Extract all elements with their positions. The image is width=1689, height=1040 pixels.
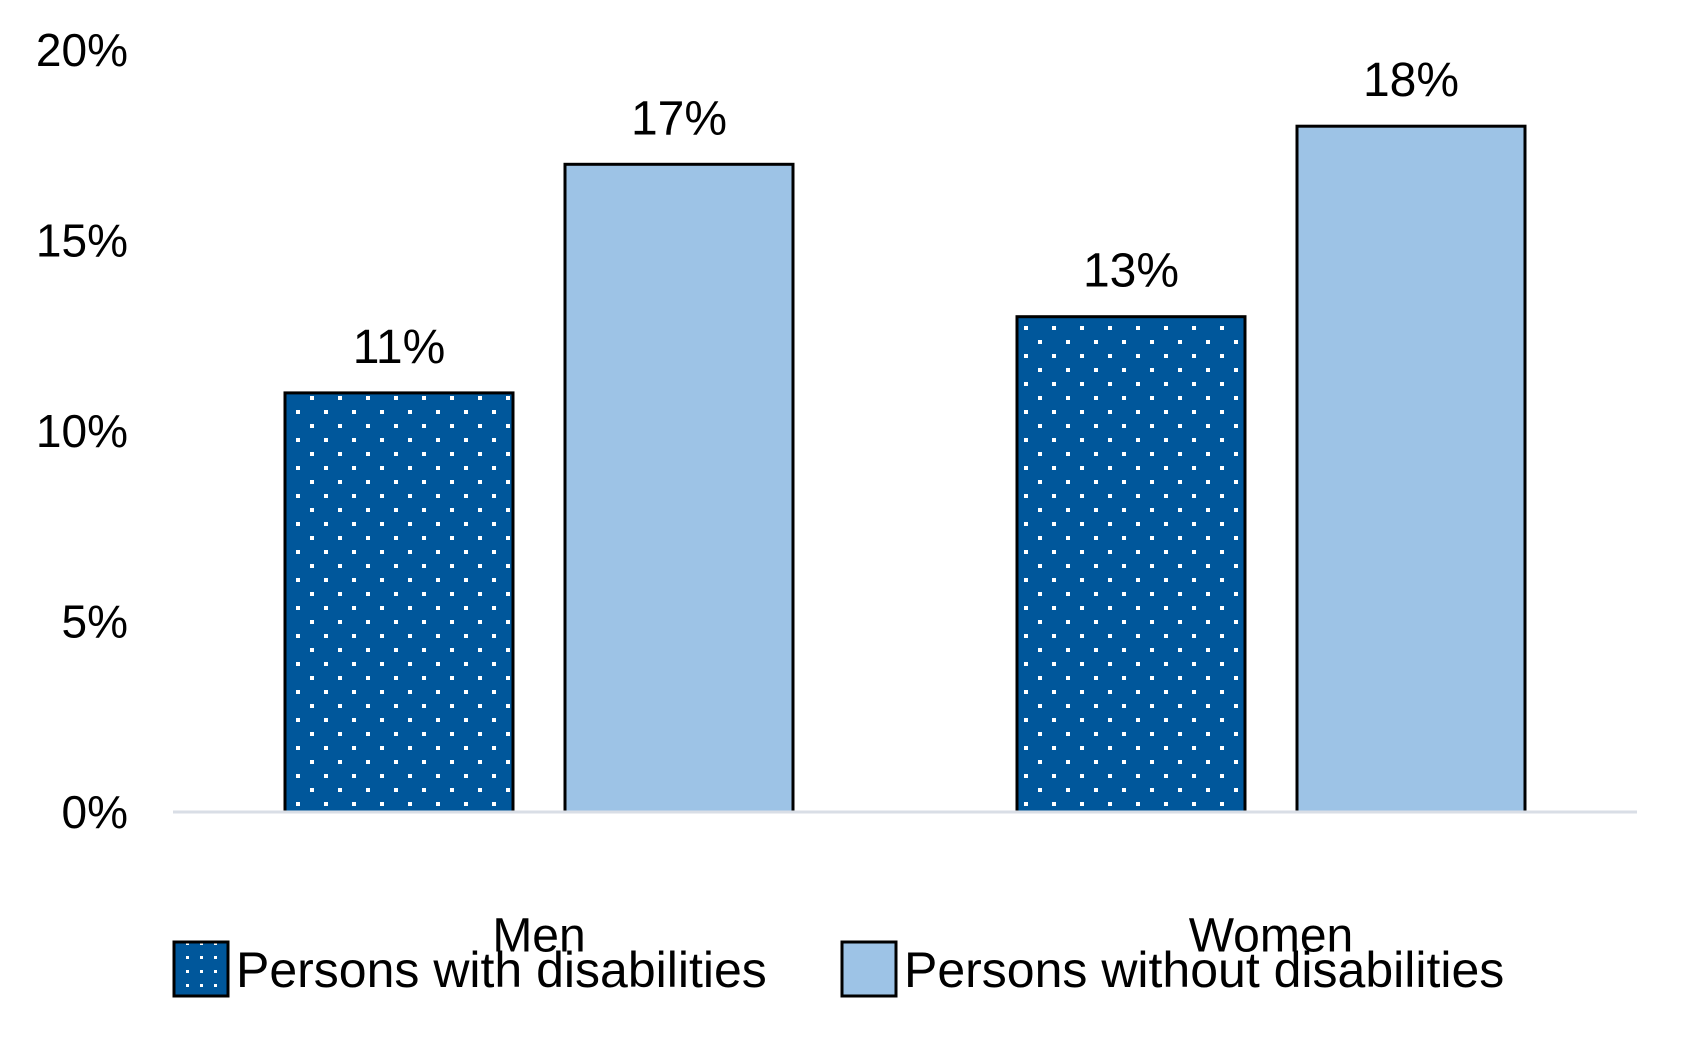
data-labels: 11% 17% 13% 18% xyxy=(353,54,1459,374)
x-axis: Men Women xyxy=(492,910,1353,963)
legend-swatch xyxy=(840,940,898,998)
data-label: 17% xyxy=(631,92,727,145)
bar-women-series-1 xyxy=(1015,315,1247,814)
x-category-label: Women xyxy=(1189,910,1354,963)
data-label: 18% xyxy=(1363,54,1459,107)
legend-swatch xyxy=(172,940,230,998)
legend-label: Persons without disabilities xyxy=(904,942,1504,998)
bar-men-series-1 xyxy=(283,391,515,814)
y-axis: 0% 5% 10% 15% 20% xyxy=(36,24,128,838)
y-tick-label: 0% xyxy=(62,786,128,838)
legend-label: Persons with disabilities xyxy=(236,942,767,998)
data-label: 13% xyxy=(1083,245,1179,298)
y-tick-label: 20% xyxy=(36,24,128,76)
legend: Persons with disabilities Persons without… xyxy=(172,940,1504,998)
x-category-label: Men xyxy=(492,910,585,963)
y-tick-label: 15% xyxy=(36,215,128,267)
data-label: 11% xyxy=(353,321,446,374)
bars xyxy=(283,124,1527,814)
y-tick-label: 5% xyxy=(62,596,128,648)
y-tick-label: 10% xyxy=(36,405,128,457)
bar-women-series-2 xyxy=(1295,124,1527,814)
bar-men-series-2 xyxy=(563,162,795,814)
